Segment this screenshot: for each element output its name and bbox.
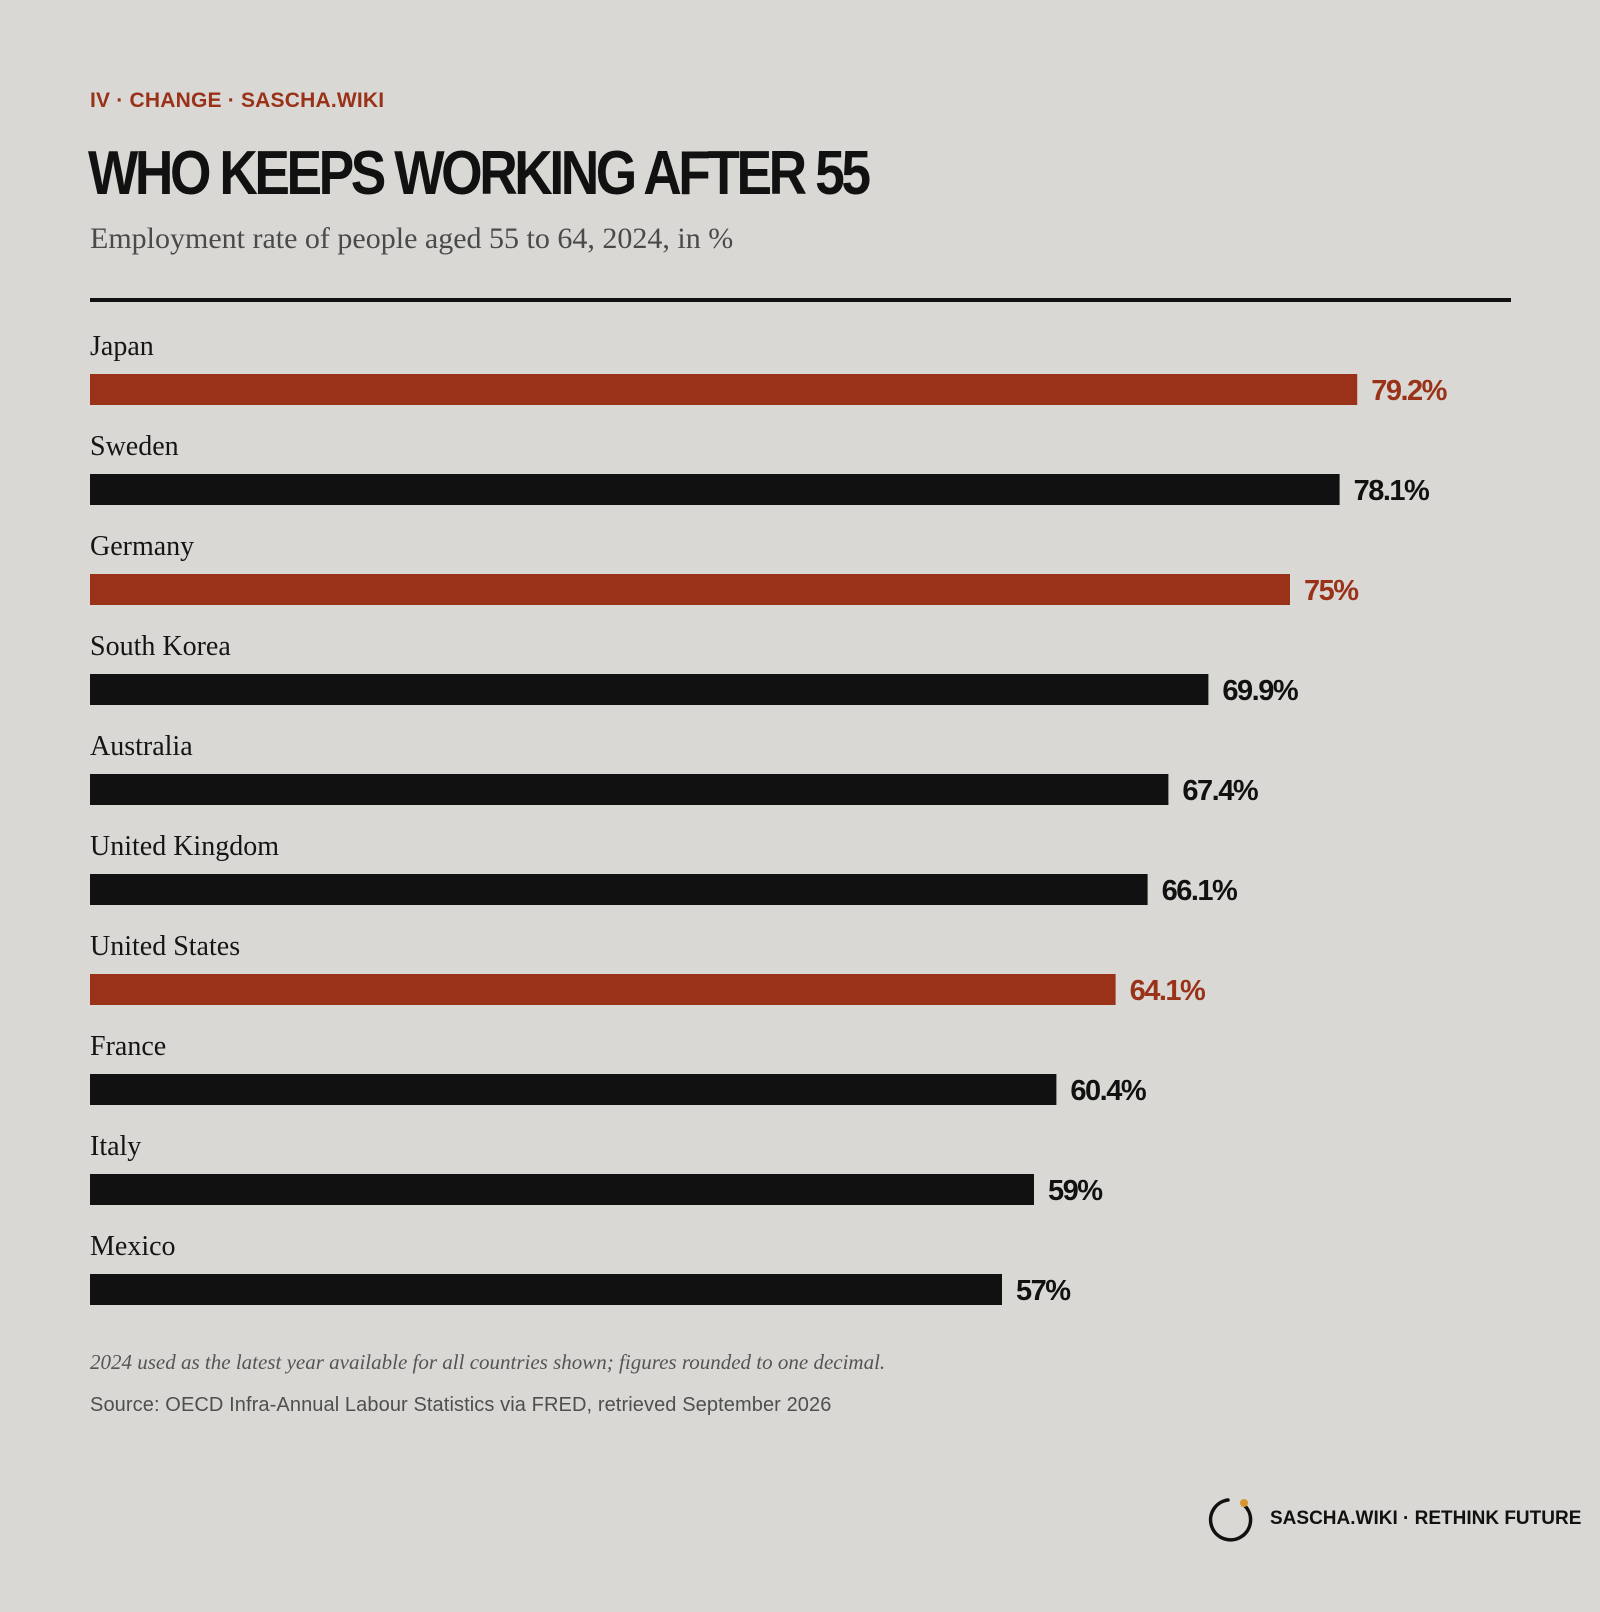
category-label: Japan — [90, 331, 154, 362]
bar — [90, 1274, 1002, 1305]
bar — [90, 1074, 1057, 1105]
source-note: Source: OECD Infra-Annual Labour Statist… — [90, 1394, 832, 1416]
category-label: Italy — [90, 1131, 141, 1162]
chart-subtitle: Employment rate of people aged 55 to 64,… — [90, 222, 734, 255]
footer-brand-text: SASCHA.WIKI · RETHINK FUTURE — [1270, 1508, 1582, 1529]
value-label: 60.4% — [1070, 1075, 1146, 1107]
bar — [90, 1174, 1034, 1205]
value-label: 67.4% — [1182, 775, 1258, 807]
footer-brand: SASCHA.WIKI · RETHINK FUTURE — [1208, 1495, 1581, 1543]
bar — [90, 374, 1358, 405]
circle-logo-icon — [1208, 1498, 1253, 1542]
kicker: IV · CHANGE · SASCHA.WIKI — [90, 89, 385, 112]
value-label: 57% — [1016, 1275, 1071, 1307]
category-label: Germany — [90, 531, 194, 562]
category-label: Australia — [90, 731, 193, 762]
bar — [90, 874, 1148, 905]
bar — [90, 474, 1340, 505]
category-label: France — [90, 1031, 166, 1062]
category-label: South Korea — [90, 631, 231, 662]
chart-title: WHO KEEPS WORKING AFTER 55 — [88, 139, 871, 208]
value-label: 79.2% — [1371, 375, 1447, 407]
value-label: 69.9% — [1222, 675, 1298, 707]
category-label: Mexico — [90, 1231, 176, 1262]
bar-chart: Japan 79.2% Sweden 78.1% Germany 75% South Kor… — [90, 331, 1449, 1307]
value-label: 66.1% — [1162, 875, 1238, 907]
value-label: 64.1% — [1130, 975, 1206, 1007]
bar — [90, 574, 1290, 605]
value-label: 75% — [1304, 575, 1359, 607]
footnote: 2024 used as the latest year available f… — [90, 1350, 886, 1374]
bar — [90, 774, 1169, 805]
header-rule — [90, 298, 1511, 302]
bar — [90, 674, 1209, 705]
category-label: United Kingdom — [90, 831, 279, 862]
value-label: 59% — [1048, 1175, 1103, 1207]
category-label: Sweden — [90, 431, 179, 462]
bar — [90, 974, 1116, 1005]
value-label: 78.1% — [1354, 475, 1430, 507]
category-label: United States — [90, 931, 240, 962]
